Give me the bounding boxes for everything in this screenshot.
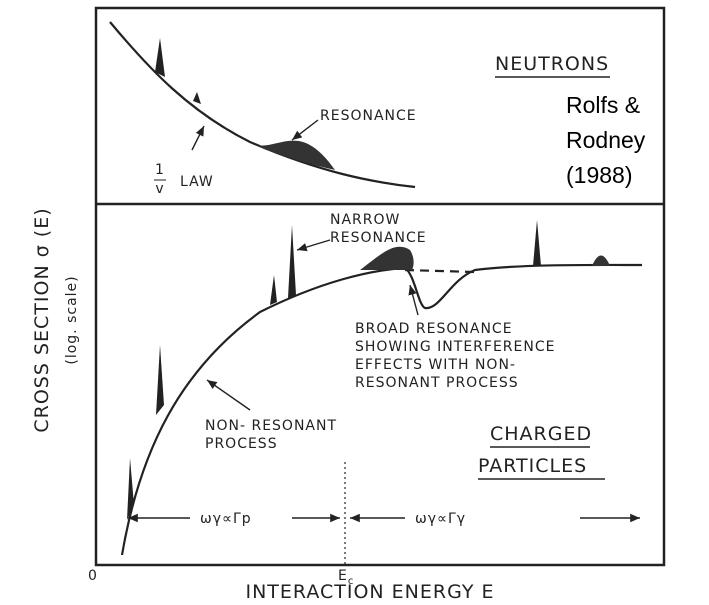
label: RESONANCE [320,108,417,124]
citation: Rodney [566,127,646,153]
citation: (1988) [566,162,632,188]
label: RESONANCE [330,230,427,246]
spike [193,92,201,104]
frame [94,6,666,567]
arrow [206,379,251,411]
small-bump [592,255,610,266]
x-axis-label: INTERACTION ENERGY E [245,581,494,603]
spike [288,225,296,298]
label: 1 [155,162,165,178]
arrow [191,125,205,151]
y-axis-label: CROSS SECTION σ (E) [31,207,53,432]
label: LAW [180,174,214,190]
ec-sub: c [348,576,355,587]
origin-label: 0 [88,568,98,584]
non-resonant-dashed [404,268,476,274]
spike [127,458,134,520]
ec-main: E [338,568,348,584]
resonance-bump [255,140,335,170]
label: SHOWING INTERFERENCE [355,339,555,355]
citation: Rolfs & [566,92,640,118]
arrow [296,239,331,252]
label: NARROW [330,212,400,228]
spike [156,345,164,415]
arrow [408,284,419,316]
spike [533,220,541,266]
panel-title: PARTICLES [478,455,587,477]
arrow [291,119,319,141]
regime-label: ωγ∝Γp [200,511,252,527]
label: BROAD RESONANCE [355,321,513,337]
panel-title: NEUTRONS [495,53,609,75]
label: NON- RESONANT [205,418,337,434]
panel-title: CHARGED [490,423,592,445]
label: v [155,181,164,197]
spike [270,275,277,305]
spike [155,38,165,77]
label: PROCESS [205,436,278,452]
label: EFFECTS WITH NON- [355,357,516,373]
one-over-v-curve [109,21,416,189]
regime-label: ωγ∝Γγ [415,511,466,527]
broad-resonance-fill [360,246,414,270]
label: RESONANT PROCESS [355,375,519,391]
ec-label: Ec [338,568,354,587]
y-axis-sublabel: (log. scale) [64,275,80,364]
